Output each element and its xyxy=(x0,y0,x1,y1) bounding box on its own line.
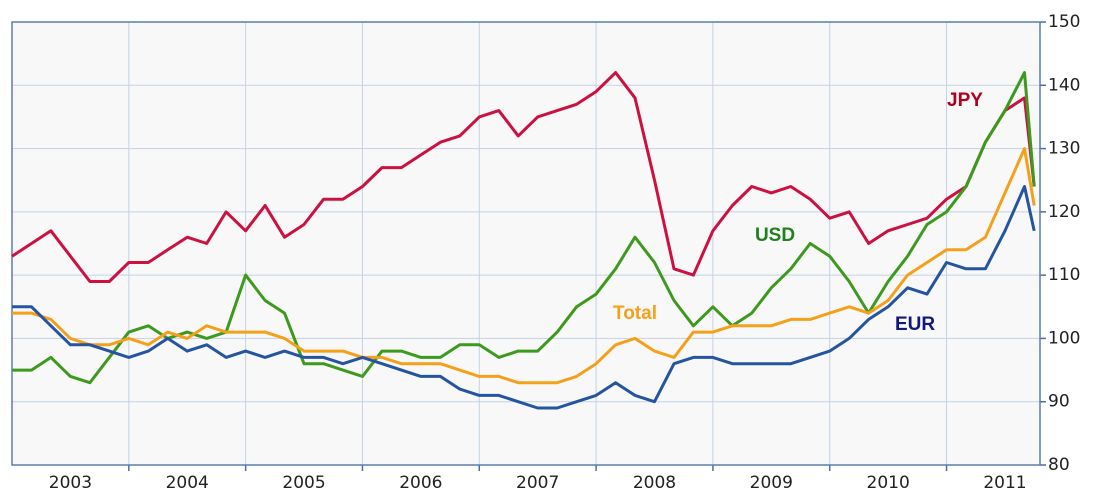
x-tick-label: 2003 xyxy=(49,473,92,493)
plot-area xyxy=(12,22,1040,465)
y-tick-label: 100 xyxy=(1048,328,1080,348)
series-label: Total xyxy=(613,303,657,324)
x-tick-label: 2005 xyxy=(282,473,325,493)
y-tick-label: 80 xyxy=(1048,455,1070,475)
series-label: USD xyxy=(755,225,795,246)
y-tick-label: 110 xyxy=(1048,265,1080,285)
x-tick-label: 2011 xyxy=(983,473,1026,493)
x-tick-label: 2009 xyxy=(750,473,793,493)
x-tick-label: 2004 xyxy=(166,473,209,493)
y-tick-label: 120 xyxy=(1048,202,1080,222)
x-tick-label: 2008 xyxy=(633,473,676,493)
x-tick-label: 2010 xyxy=(867,473,910,493)
y-tick-label: 90 xyxy=(1048,392,1070,412)
series-line xyxy=(12,71,1036,385)
series-line xyxy=(12,147,1036,385)
x-tick-label: 2007 xyxy=(516,473,559,493)
y-tick-label: 150 xyxy=(1048,12,1080,32)
series-label: EUR xyxy=(895,314,935,335)
series-label: JPY xyxy=(947,90,983,111)
y-tick-label: 130 xyxy=(1048,139,1080,159)
series-line xyxy=(11,71,1036,283)
y-tick-label: 140 xyxy=(1048,75,1080,95)
series-line xyxy=(12,185,1036,410)
x-tick-label: 2006 xyxy=(399,473,442,493)
plot-border xyxy=(11,21,1041,466)
